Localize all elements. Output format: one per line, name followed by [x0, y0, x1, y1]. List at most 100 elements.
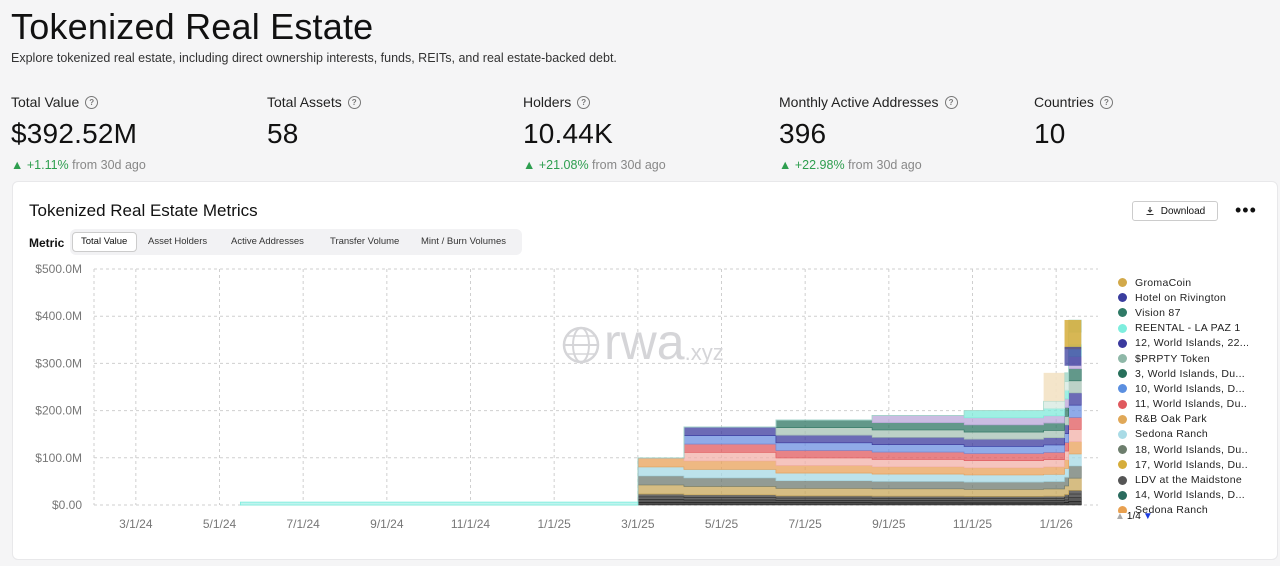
x-tick-label: 9/1/24 — [370, 517, 404, 531]
legend-label: Hotel on Rivington — [1135, 291, 1227, 304]
x-tick-label: 7/1/25 — [788, 517, 822, 531]
legend-item[interactable]: 11, World Islands, Du... — [1118, 397, 1248, 412]
legend-item[interactable]: REENTAL - LA PAZ 1 — [1118, 321, 1248, 336]
legend-swatch — [1118, 490, 1127, 500]
legend-label: 18, World Islands, Du... — [1135, 443, 1248, 456]
help-icon[interactable]: ? — [944, 95, 958, 109]
stat-value: $392.52M — [11, 118, 138, 149]
tab-transfer-volume[interactable]: Transfer Volume — [330, 236, 400, 247]
delta-suffix: from 30d ago — [848, 158, 922, 172]
triangle-up-icon[interactable]: ▲ — [1115, 511, 1125, 522]
y-tick-label: $300.0M — [35, 356, 82, 370]
triangle-up-icon: ▲ — [523, 158, 536, 172]
legend-swatch — [1118, 278, 1127, 288]
x-tick-label: 11/1/25 — [953, 517, 992, 531]
triangle-up-icon: ▲ — [779, 158, 792, 172]
x-tick-label: 5/1/25 — [705, 517, 739, 531]
help-icon[interactable]: ? — [85, 95, 99, 109]
legend-label: 17, World Islands, Du... — [1135, 458, 1248, 471]
globe-icon — [562, 326, 600, 364]
legend-item[interactable]: Sedona Ranch — [1118, 503, 1248, 513]
stat-label: Countries — [1034, 94, 1094, 110]
series-area — [1064, 346, 1082, 366]
series-area — [240, 501, 639, 506]
y-tick-label: $0.00 — [52, 498, 82, 512]
legend-item[interactable]: 14, World Islands, D... — [1118, 488, 1248, 503]
legend-label: Vision 87 — [1135, 306, 1181, 319]
stat-holders: Holders? 10.44K ▲ +21.08% from 30d ago — [523, 94, 763, 172]
legend-pager: ▲ 1/4 ▼ — [1115, 511, 1153, 522]
stat-delta: ▲ +22.98% from 30d ago — [779, 158, 1019, 172]
legend-item[interactable]: LDV at the Maidstone — [1118, 472, 1248, 487]
legend-swatch — [1118, 429, 1127, 439]
legend-item[interactable]: 18, World Islands, Du... — [1118, 442, 1248, 457]
download-label: Download — [1160, 205, 1206, 217]
legend-item[interactable]: GromaCoin — [1118, 275, 1248, 290]
triangle-down-icon[interactable]: ▼ — [1142, 511, 1153, 522]
y-tick-label: $100.0M — [35, 451, 82, 465]
legend-label: 11, World Islands, Du... — [1135, 398, 1248, 411]
tab-total-value[interactable]: Total Value — [72, 232, 137, 252]
stat-label: Holders — [523, 94, 572, 110]
series-area — [1064, 319, 1082, 350]
legend-item[interactable]: 12, World Islands, 22... — [1118, 336, 1248, 351]
watermark: rwa .xyz — [562, 314, 724, 370]
legend-label: REENTAL - LA PAZ 1 — [1135, 322, 1241, 335]
legend-item[interactable]: 3, World Islands, Du... — [1118, 366, 1248, 381]
watermark-suffix: .xyz — [684, 340, 724, 365]
legend-item[interactable]: 10, World Islands, D... — [1118, 381, 1248, 396]
series-area — [1043, 372, 1065, 402]
legend-item[interactable]: Hotel on Rivington — [1118, 290, 1248, 305]
legend-item[interactable]: 17, World Islands, Du... — [1118, 457, 1248, 472]
x-tick-label: 9/1/25 — [872, 517, 906, 531]
legend-item[interactable]: $PRPTY Token — [1118, 351, 1248, 366]
legend-swatch — [1118, 338, 1127, 348]
help-icon[interactable]: ? — [1099, 95, 1113, 109]
watermark-brand: rwa — [604, 314, 685, 370]
stat-label: Total Assets — [267, 94, 342, 110]
legend-item[interactable]: Sedona Ranch — [1118, 427, 1248, 442]
delta-suffix: from 30d ago — [592, 158, 666, 172]
x-tick-label: 1/1/25 — [537, 517, 571, 531]
more-options-icon[interactable]: ••• — [1235, 200, 1257, 220]
help-icon[interactable]: ? — [347, 95, 361, 109]
legend-swatch — [1118, 369, 1127, 379]
download-button[interactable]: Download — [1132, 201, 1218, 221]
legend-item[interactable]: Vision 87 — [1118, 305, 1248, 320]
tab-asset-holders[interactable]: Asset Holders — [148, 236, 208, 247]
delta-suffix: from 30d ago — [72, 158, 146, 172]
legend-label: 3, World Islands, Du... — [1135, 367, 1245, 380]
page-subtitle: Explore tokenized real estate, including… — [11, 51, 617, 65]
legend-swatch — [1118, 460, 1127, 470]
legend-swatch — [1118, 399, 1127, 409]
legend-label: $PRPTY Token — [1135, 352, 1211, 365]
page-title: Tokenized Real Estate — [11, 6, 374, 47]
stat-value: 396 — [779, 118, 827, 149]
x-tick-label: 11/1/24 — [451, 517, 490, 531]
pager-text: 1/4 — [1126, 511, 1141, 522]
stat-value: 10 — [1034, 118, 1066, 149]
legend-label: 10, World Islands, D... — [1135, 382, 1245, 395]
stat-countries: Countries? 10 — [1034, 94, 1274, 150]
help-icon[interactable]: ? — [577, 95, 591, 109]
metric-label: Metric — [29, 236, 65, 250]
legend-item[interactable]: R&B Oak Park — [1118, 412, 1248, 427]
card-title: Tokenized Real Estate Metrics — [29, 201, 258, 220]
legend-swatch — [1118, 293, 1127, 303]
y-tick-label: $400.0M — [35, 309, 82, 323]
stat-value: 58 — [267, 118, 299, 149]
stat-delta: ▲ +21.08% from 30d ago — [523, 158, 763, 172]
download-icon — [1146, 207, 1154, 216]
delta-percent: +21.08% — [538, 158, 589, 172]
stat-total-assets: Total Assets? 58 — [267, 94, 507, 150]
tab-active-addresses[interactable]: Active Addresses — [231, 236, 304, 247]
stat-label: Total Value — [11, 94, 80, 110]
y-tick-label: $500.0M — [35, 262, 82, 276]
stat-monthly-active-addresses: Monthly Active Addresses? 396 ▲ +22.98% … — [779, 94, 1019, 172]
x-tick-label: 7/1/24 — [286, 517, 320, 531]
legend-swatch — [1118, 323, 1127, 333]
legend-swatch — [1118, 308, 1127, 318]
tab-mint-burn-volumes[interactable]: Mint / Burn Volumes — [421, 236, 507, 247]
legend-label: 12, World Islands, 22... — [1135, 337, 1248, 350]
